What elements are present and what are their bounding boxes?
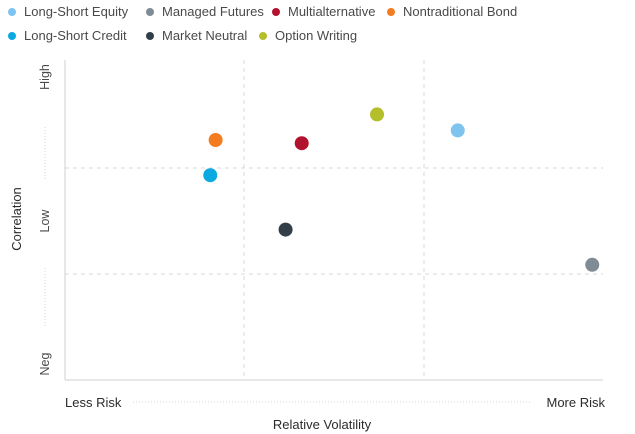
legend-label: Long-Short Credit [24,28,127,43]
data-point-multialternative [294,136,309,151]
y-tick-high: High [38,64,52,90]
legend-item-managed-futures: Managed Futures [146,4,264,19]
legend-label: Long-Short Equity [24,4,129,19]
data-point-managed-futures [585,257,600,272]
data-point-nontraditional-bond [208,133,223,147]
legend-marker [146,31,154,40]
chart-legend: Long-Short Equity Managed Futures Multia… [0,0,635,50]
legend-item-option-writing: Option Writing [259,28,357,43]
legend-label: Option Writing [275,28,358,43]
x-axis-end-label: More Risk [546,395,605,410]
legend-item-market-neutral: Market Neutral [146,28,247,43]
data-point-long-short-equity [450,123,465,138]
legend-label: Market Neutral [162,28,248,43]
y-axis-title: Correlation [9,187,24,251]
data-points [203,107,600,272]
legend-item-long-short-credit: Long-Short Credit [8,28,127,43]
data-point-market-neutral [278,222,293,237]
data-point-option-writing [370,107,385,122]
y-tick-low: Low [38,209,52,233]
legend-label: Nontraditional Bond [403,4,518,19]
legend-marker [8,31,16,40]
data-point-long-short-credit [203,168,218,183]
gridlines [65,60,603,380]
legend-item-nontraditional-bond: Nontraditional Bond [387,4,517,19]
legend-label: Multialternative [288,4,376,19]
legend-item-multialternative: Multialternative [272,4,375,19]
legend-marker [8,7,16,16]
legend-label: Managed Futures [162,4,264,19]
legend-marker [146,7,154,16]
y-tick-neg: Neg [38,352,52,375]
legend-item-long-short-equity: Long-Short Equity [8,4,128,19]
x-axis-start-label: Less Risk [65,395,122,410]
x-axis-title: Relative Volatility [273,417,372,432]
legend-marker [259,31,267,40]
legend-marker [272,7,280,16]
legend-marker [387,7,395,16]
